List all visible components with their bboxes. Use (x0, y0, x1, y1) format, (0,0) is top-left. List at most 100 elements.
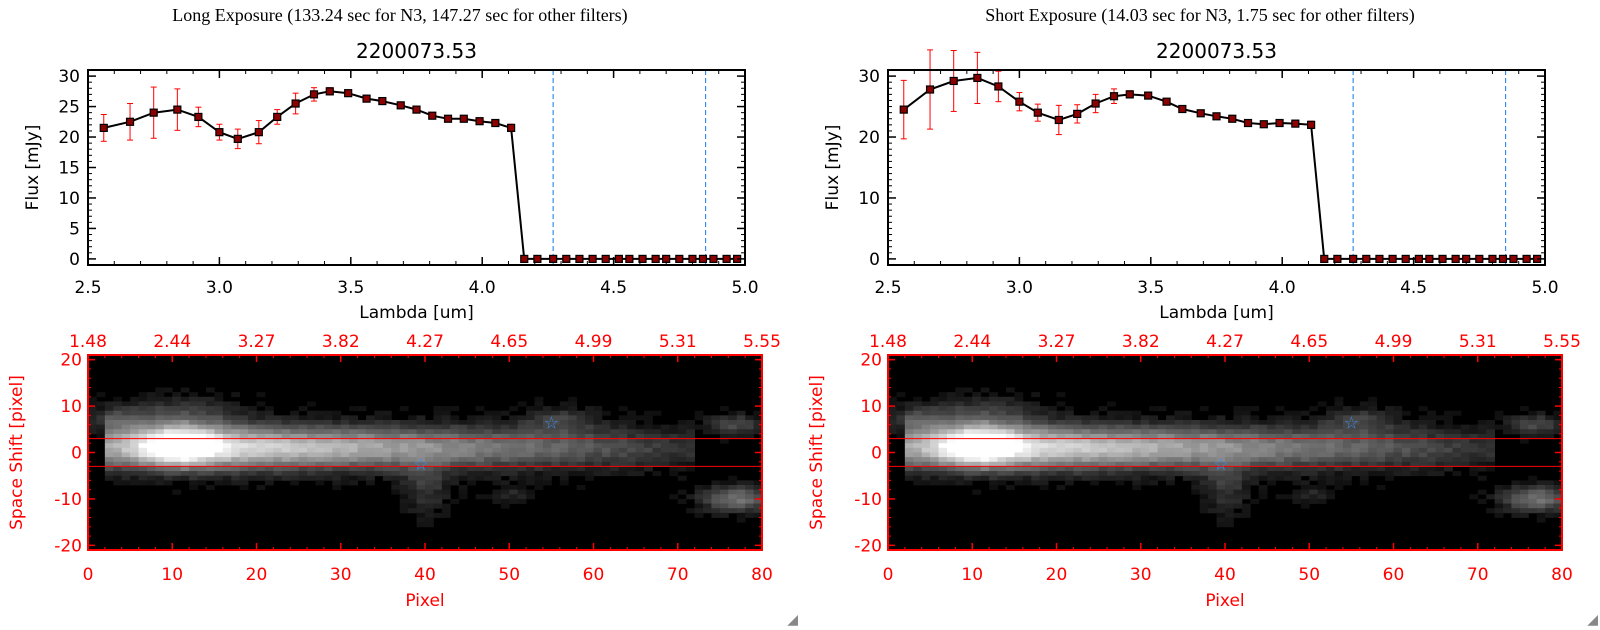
image-x-tick-label: 60 (1383, 565, 1405, 585)
y-tick-label: 10 (58, 189, 80, 209)
data-point (1291, 119, 1300, 128)
image-y-axis-label: Space Shift [pixel] (807, 375, 827, 530)
chart-title: 2200073.53 (1156, 39, 1277, 63)
data-point (1475, 254, 1484, 264)
data-point (254, 128, 263, 137)
data-point (1212, 112, 1221, 121)
data-point (1509, 254, 1518, 264)
image-y-tick-label: -10 (54, 490, 82, 510)
data-point (1073, 109, 1082, 118)
image-top-tick-label: 4.65 (490, 332, 528, 352)
image-top-tick-label: 4.65 (1290, 332, 1328, 352)
data-point (1375, 254, 1384, 264)
image-y-tick-label: -20 (854, 536, 882, 556)
data-point (149, 108, 158, 117)
image-top-tick-label: 5.55 (1543, 332, 1581, 352)
data-point (549, 254, 558, 264)
data-point (194, 112, 203, 122)
data-point (1522, 254, 1531, 264)
image-top-tick-label: 5.55 (743, 332, 781, 352)
x-tick-label: 4.0 (469, 278, 496, 298)
spectral-image (888, 387, 1563, 528)
data-point (1362, 254, 1371, 264)
data-point (601, 254, 610, 264)
data-point (1425, 254, 1434, 264)
data-point (125, 117, 135, 126)
data-point (722, 254, 731, 264)
x-tick-label: 3.5 (1137, 278, 1164, 298)
image-x-tick-label: 20 (246, 565, 268, 585)
data-point (291, 99, 300, 108)
x-tick-label: 5.0 (1531, 278, 1558, 298)
data-point (1033, 108, 1042, 117)
image-y-tick-label: -20 (54, 536, 82, 556)
image-y-axis-label: Space Shift [pixel] (7, 375, 27, 530)
data-point (614, 254, 623, 264)
image-y-tick-label: -10 (854, 490, 882, 510)
data-point (1401, 254, 1410, 264)
image-y-tick-label: 20 (860, 351, 882, 371)
y-tick-label: 25 (58, 98, 80, 118)
x-axis-label: Lambda [um] (1159, 303, 1273, 323)
data-point (562, 254, 571, 264)
data-point (443, 114, 453, 123)
image-top-tick-label: 4.27 (1206, 332, 1244, 352)
y-tick-label: 30 (58, 67, 80, 87)
image-x-tick-label: 70 (1467, 565, 1489, 585)
spectrum-plot: 2200073.53 2.5 3.0 3.5 4.0 4.5 5.0 0 5 10 15 20 25 30… (7, 39, 781, 611)
image-top-tick-label: 2.44 (153, 332, 191, 352)
image-x-tick-label: 70 (667, 565, 689, 585)
star-marker: ☆ (1213, 455, 1228, 475)
x-tick-label: 4.5 (1400, 278, 1427, 298)
data-point (1451, 254, 1460, 264)
long-exposure-panel: Long Exposure (133.24 sec for N3, 147.27… (7, 5, 798, 628)
plot-frame (887, 69, 1546, 266)
image-x-tick-label: 40 (414, 565, 436, 585)
data-point (344, 89, 353, 98)
data-point (1196, 109, 1205, 118)
y-tick-label: 20 (858, 128, 880, 148)
image-x-tick-label: 10 (161, 565, 183, 585)
data-point (378, 96, 387, 106)
data-point (309, 90, 319, 99)
data-point (925, 85, 935, 94)
data-point (1015, 97, 1024, 106)
image-x-tick-label: 80 (751, 565, 773, 585)
panel-title: Short Exposure (14.03 sec for N3, 1.75 s… (985, 5, 1415, 25)
star-marker: ☆ (1344, 413, 1359, 433)
y-tick-label: 30 (858, 67, 880, 87)
image-x-tick-label: 10 (961, 565, 983, 585)
image-y-tick-label: 10 (60, 397, 82, 417)
data-point (1320, 254, 1329, 264)
y-axis-label: Flux [mJy] (23, 125, 43, 211)
image-y-tick-label: 0 (71, 444, 82, 464)
image-top-tick-label: 1.48 (869, 332, 907, 352)
y-tick-label: 10 (858, 189, 880, 209)
data-point (1414, 254, 1423, 264)
data-point (507, 123, 516, 132)
data-point (1275, 118, 1284, 128)
data-point (575, 254, 584, 264)
data-point (1125, 90, 1134, 99)
data-point (99, 123, 108, 132)
data-point (1498, 254, 1508, 264)
resize-grip-icon[interactable]: ◢ (1587, 612, 1598, 628)
x-tick-label: 3.0 (1006, 278, 1033, 298)
image-top-tick-label: 3.82 (1122, 332, 1160, 352)
image-x-tick-label: 30 (1130, 565, 1152, 585)
data-point (1388, 254, 1397, 264)
data-point (520, 254, 529, 264)
data-point (1243, 118, 1253, 128)
data-point (651, 254, 660, 264)
data-point (709, 254, 718, 264)
data-point (1333, 254, 1342, 264)
image-x-tick-label: 60 (583, 565, 605, 585)
image-x-tick-label: 0 (83, 565, 94, 585)
resize-grip-icon[interactable]: ◢ (787, 612, 798, 628)
image-x-tick-label: 30 (330, 565, 352, 585)
x-tick-label: 3.5 (337, 278, 364, 298)
image-x-axis-label: Pixel (405, 591, 444, 611)
data-point (1259, 120, 1268, 129)
image-x-tick-label: 20 (1046, 565, 1068, 585)
image-y-tick-label: 10 (860, 397, 882, 417)
